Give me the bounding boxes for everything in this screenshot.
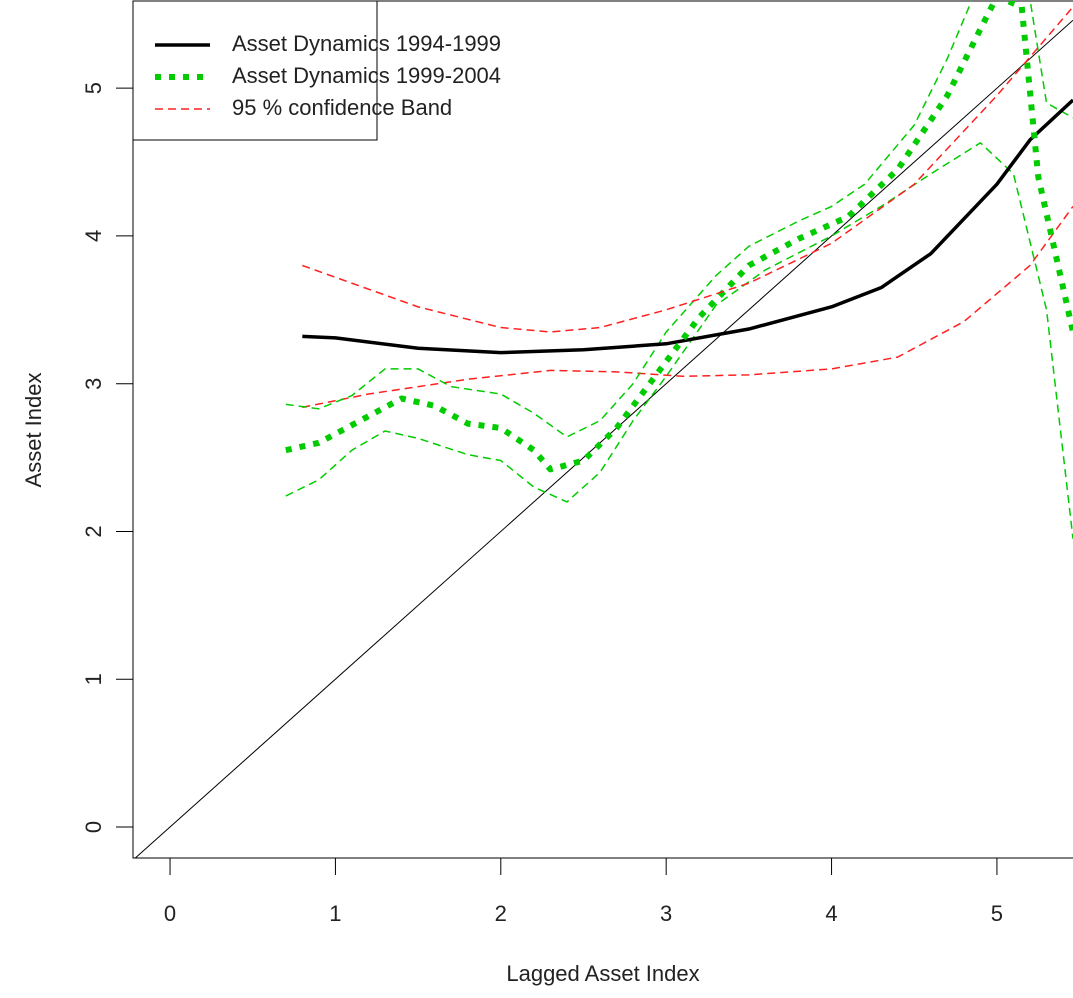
y-tick-label: 2: [81, 525, 106, 537]
legend-label: 95 % confidence Band: [232, 95, 452, 120]
legend: Asset Dynamics 1994-1999 Asset Dynamics 1…: [132, 0, 501, 141]
x-tick-label: 3: [660, 901, 672, 926]
series-line: [285, 1, 1073, 438]
x-tick-label: 0: [164, 901, 176, 926]
x-tick-label: 2: [495, 901, 507, 926]
plot-area: [134, 1, 1073, 858]
identity-line: [134, 19, 1073, 858]
y-tick-label: 3: [81, 378, 106, 390]
y-tick-label: 4: [81, 230, 106, 242]
y-tick-label: 1: [81, 673, 106, 685]
y-tick-label: 0: [81, 821, 106, 833]
series-line: [285, 1, 1073, 473]
x-tick-label: 4: [825, 901, 837, 926]
legend-label: Asset Dynamics 1994-1999: [232, 31, 501, 56]
legend-label: Asset Dynamics 1999-2004: [232, 63, 501, 88]
series-line: [302, 205, 1073, 409]
x-tick-label: 1: [329, 901, 341, 926]
series-line: [302, 98, 1073, 355]
series-line: [302, 6, 1073, 333]
series-line: [285, 142, 1073, 539]
y-tick-label: 5: [81, 82, 106, 94]
legend-box: [132, 0, 378, 141]
x-tick-label: 5: [991, 901, 1003, 926]
x-axis-label: Lagged Asset Index: [506, 961, 699, 986]
y-axis-label: Asset Index: [21, 373, 46, 488]
